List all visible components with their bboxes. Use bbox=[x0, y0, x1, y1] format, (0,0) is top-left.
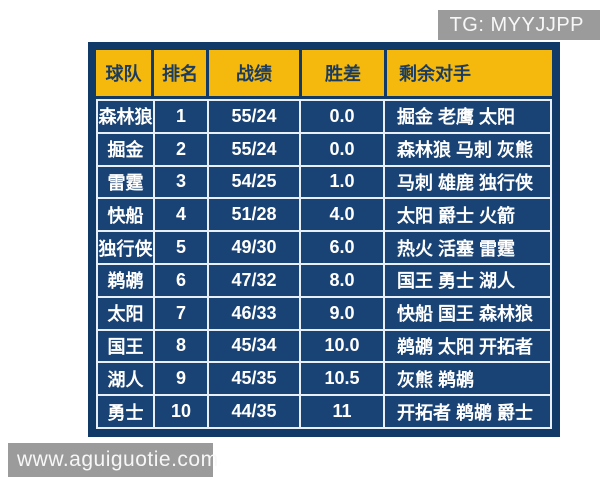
cell-games-behind: 6.0 bbox=[301, 232, 383, 263]
cell-games-behind: 0.0 bbox=[301, 133, 383, 165]
table-row: 太阳 7 46/33 9.0 快船 国王 森林狼 bbox=[98, 297, 550, 329]
cell-rank: 6 bbox=[155, 264, 207, 296]
cell-team: 雷霆 bbox=[98, 166, 153, 198]
cell-team: 湖人 bbox=[98, 363, 153, 395]
cell-games-behind: 0.0 bbox=[301, 101, 383, 132]
cell-rank: 4 bbox=[155, 199, 207, 231]
telegram-watermark: TG: MYYJJPP bbox=[437, 10, 600, 40]
header-cell-team: 球队 bbox=[96, 50, 151, 96]
standings-rows: 森林狼 1 55/24 0.0 掘金 老鹰 太阳 掘金 2 55/24 0.0 森林狼 马刺 灰熊… bbox=[96, 99, 552, 429]
cell-record: 55/24 bbox=[209, 133, 299, 165]
table-row: 雷霆 3 54/25 1.0 马刺 雄鹿 独行侠 bbox=[98, 166, 550, 198]
cell-team: 掘金 bbox=[98, 133, 153, 165]
table-row: 勇士 10 44/35 11 开拓者 鹈鹕 爵士 bbox=[98, 396, 550, 427]
header-cell-rank: 排名 bbox=[154, 50, 206, 96]
cell-rank: 7 bbox=[155, 297, 207, 329]
table-row: 国王 8 45/34 10.0 鹈鹕 太阳 开拓者 bbox=[98, 330, 550, 362]
cell-remaining: 快船 国王 森林狼 bbox=[385, 297, 550, 329]
cell-remaining: 国王 勇士 湖人 bbox=[385, 264, 550, 296]
cell-rank: 1 bbox=[155, 101, 207, 132]
cell-remaining: 灰熊 鹈鹕 bbox=[385, 363, 550, 395]
table-header: 球队 排名 战绩 胜差 剩余对手 bbox=[96, 50, 552, 96]
cell-remaining: 热火 活塞 雷霆 bbox=[385, 232, 550, 263]
cell-remaining: 马刺 雄鹿 独行侠 bbox=[385, 166, 550, 198]
cell-team: 快船 bbox=[98, 199, 153, 231]
cell-rank: 8 bbox=[155, 330, 207, 362]
cell-record: 49/30 bbox=[209, 232, 299, 263]
cell-remaining: 森林狼 马刺 灰熊 bbox=[385, 133, 550, 165]
table-row: 森林狼 1 55/24 0.0 掘金 老鹰 太阳 bbox=[98, 101, 550, 132]
table-row: 湖人 9 45/35 10.5 灰熊 鹈鹕 bbox=[98, 363, 550, 395]
table-row: 快船 4 51/28 4.0 太阳 爵士 火箭 bbox=[98, 199, 550, 231]
standings-table: 球队 排名 战绩 胜差 剩余对手 森林狼 1 55/24 0.0 掘金 老鹰 太阳 掘金 2… bbox=[88, 42, 560, 437]
cell-games-behind: 1.0 bbox=[301, 166, 383, 198]
website-watermark: www.aguiguotie.com bbox=[8, 443, 218, 477]
cell-record: 45/34 bbox=[209, 330, 299, 362]
cell-record: 45/35 bbox=[209, 363, 299, 395]
cell-games-behind: 9.0 bbox=[301, 297, 383, 329]
cell-team: 国王 bbox=[98, 330, 153, 362]
cell-team: 森林狼 bbox=[98, 101, 153, 132]
cell-games-behind: 4.0 bbox=[301, 199, 383, 231]
cell-remaining: 开拓者 鹈鹕 爵士 bbox=[385, 396, 550, 427]
cell-team: 鹈鹕 bbox=[98, 264, 153, 296]
table-row: 独行侠 5 49/30 6.0 热火 活塞 雷霆 bbox=[98, 232, 550, 263]
cell-rank: 5 bbox=[155, 232, 207, 263]
cell-team: 独行侠 bbox=[98, 232, 153, 263]
cell-record: 55/24 bbox=[209, 101, 299, 132]
cell-games-behind: 10.0 bbox=[301, 330, 383, 362]
cell-record: 47/32 bbox=[209, 264, 299, 296]
cell-record: 51/28 bbox=[209, 199, 299, 231]
cell-record: 44/35 bbox=[209, 396, 299, 427]
cell-record: 46/33 bbox=[209, 297, 299, 329]
cell-rank: 2 bbox=[155, 133, 207, 165]
cell-remaining: 太阳 爵士 火箭 bbox=[385, 199, 550, 231]
cell-team: 勇士 bbox=[98, 396, 153, 427]
cell-team: 太阳 bbox=[98, 297, 153, 329]
cell-games-behind: 10.5 bbox=[301, 363, 383, 395]
cell-games-behind: 8.0 bbox=[301, 264, 383, 296]
header-cell-games-behind: 胜差 bbox=[302, 50, 384, 96]
cell-rank: 9 bbox=[155, 363, 207, 395]
header-cell-record: 战绩 bbox=[209, 50, 299, 96]
cell-remaining: 掘金 老鹰 太阳 bbox=[385, 101, 550, 132]
cell-games-behind: 11 bbox=[301, 396, 383, 427]
cell-rank: 10 bbox=[155, 396, 207, 427]
table-row: 鹈鹕 6 47/32 8.0 国王 勇士 湖人 bbox=[98, 264, 550, 296]
cell-record: 54/25 bbox=[209, 166, 299, 198]
cell-rank: 3 bbox=[155, 166, 207, 198]
table-row: 掘金 2 55/24 0.0 森林狼 马刺 灰熊 bbox=[98, 133, 550, 165]
header-cell-remaining-opponents: 剩余对手 bbox=[387, 50, 552, 96]
cell-remaining: 鹈鹕 太阳 开拓者 bbox=[385, 330, 550, 362]
